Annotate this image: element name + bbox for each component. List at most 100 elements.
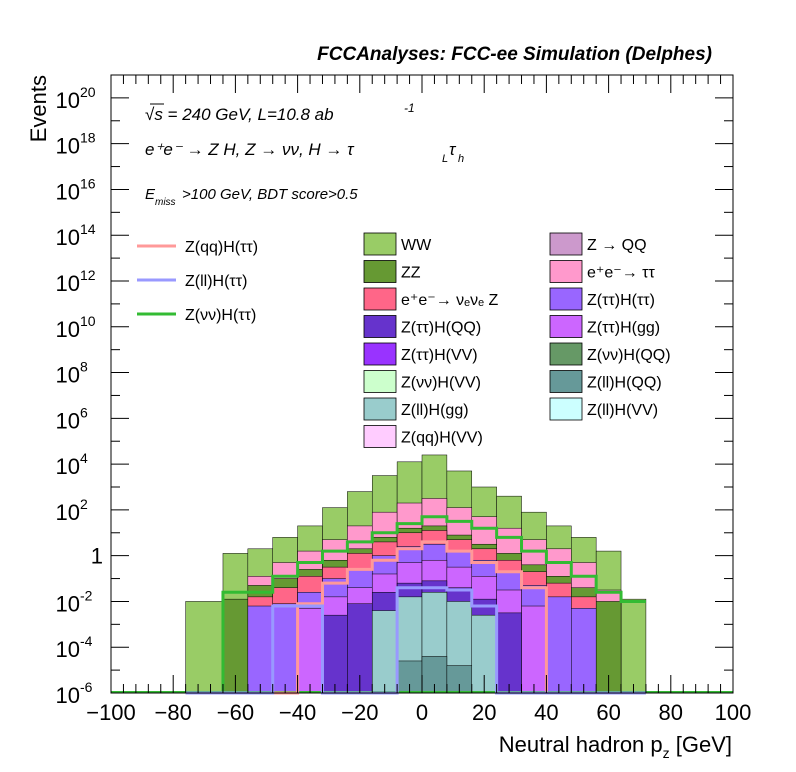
y-tick-label: 10: [56, 134, 80, 159]
stack-bar: [496, 612, 522, 694]
legend-box-label: Z(qq)H(VV): [401, 430, 483, 447]
y-tick-exponent: 14: [80, 221, 96, 237]
energy-text: √s = 240 GeV, L=10.8 ab: [145, 105, 334, 124]
legend-box-swatch: [549, 370, 583, 393]
legend-box-swatch: [363, 397, 397, 421]
legend-box-swatch: [549, 232, 583, 256]
legend-box-label: e⁺e⁻→ ττ: [587, 265, 655, 282]
cuts-rest: >100 GeV, BDT score>0.5: [182, 186, 358, 203]
x-tick-label: 80: [659, 700, 683, 725]
legend-box-label: Z(ττ)H(VV): [401, 347, 478, 364]
y-tick-exponent: 6: [80, 404, 88, 420]
cuts-e: E: [145, 186, 156, 203]
y-tick-label: 10: [56, 179, 80, 204]
legend-box-label: Z(νν)H(VV): [401, 375, 481, 392]
legend-box-swatch: [363, 370, 397, 393]
legend-line-label: Z(ll)H(ττ): [185, 273, 247, 290]
legend-box-label: Z(ll)H(QQ): [587, 375, 662, 392]
legend-box-swatch: [549, 397, 583, 421]
y-tick-exponent: -2: [80, 587, 93, 603]
legend-box-swatch: [549, 287, 583, 311]
stack-bar: [297, 608, 323, 694]
stack-bar: [185, 601, 224, 694]
x-tick-label: 0: [416, 700, 428, 725]
legend-box-swatch: [363, 287, 397, 311]
process-sub-h: h: [458, 153, 464, 165]
stack-bar: [247, 605, 273, 694]
stack-bar: [371, 610, 398, 694]
legend-box-label: WW: [401, 237, 432, 254]
process-sub-l: L: [442, 153, 448, 165]
y-tick-label: 10: [56, 591, 80, 616]
legend-box-label: Z(ττ)H(ττ): [587, 292, 655, 309]
legend-box-label: Z(ll)H(VV): [587, 402, 658, 419]
legend: Z(qq)H(ττ) Z(ll)H(ττ) Z(νν)H(ττ) WW ZZ e⁺e⁻→ …: [137, 232, 671, 448]
stack-bar: [620, 598, 647, 694]
legend-line-label: Z(νν)H(ττ): [185, 307, 256, 324]
legend-box-swatch: [363, 315, 397, 338]
legend-box-swatch: [549, 342, 583, 366]
y-tick-label: 10: [56, 271, 80, 296]
y-tick-label: 10: [56, 363, 80, 388]
y-tick-label: 10: [56, 88, 80, 113]
y-tick-exponent: 10: [80, 313, 96, 329]
y-tick-label: 10: [56, 500, 80, 525]
x-tick-label: −60: [217, 700, 254, 725]
x-tick-label: −100: [86, 700, 136, 725]
stack-bar: [571, 608, 597, 694]
y-tick-exponent: 18: [80, 130, 96, 146]
legend-box-swatch: [363, 232, 397, 256]
process-tau-h: τ: [449, 140, 457, 159]
x-axis-label-main: Neutral hadron pz [GeV]: [499, 732, 732, 761]
stacked-histogram: [185, 454, 647, 694]
legend-box-label: Z(ll)H(gg): [401, 402, 469, 419]
y-tick-exponent: 16: [80, 175, 96, 191]
cuts-sub: miss: [155, 197, 176, 208]
legend-box-swatch: [549, 260, 583, 283]
x-tick-label: −20: [341, 700, 378, 725]
y-tick-exponent: 8: [80, 359, 88, 375]
y-tick-exponent: 12: [80, 267, 96, 283]
legend-box-swatch: [363, 342, 397, 366]
x-tick-label: 20: [472, 700, 496, 725]
x-tick-label: −80: [155, 700, 192, 725]
legend-line-label: Z(qq)H(ττ): [185, 239, 258, 256]
legend-box-label: e⁺e⁻→ νₑνₑ Z: [401, 292, 498, 309]
legend-box-swatch: [363, 260, 397, 283]
y-tick-label: 10: [56, 225, 80, 250]
legend-box-swatch: [363, 425, 397, 448]
legend-box-label: Z(ττ)H(QQ): [401, 320, 481, 337]
plot-header-title: FCCAnalyses: FCC-ee Simulation (Delphes): [317, 44, 712, 65]
cuts-annotation: E miss >100 GeV, BDT score>0.5: [145, 186, 358, 208]
y-tick-label: 1: [91, 544, 103, 569]
y-tick-exponent: 4: [80, 450, 88, 466]
y-tick-label: 10: [56, 317, 80, 342]
y-tick-exponent: 2: [80, 496, 88, 512]
energy-exponent: -1: [404, 101, 415, 115]
y-tick-exponent: -4: [80, 633, 93, 649]
legend-box-label: Z(ττ)H(gg): [587, 320, 660, 337]
process-annotation: e⁺e⁻ → Z H, Z → νν, H → τ L τ h: [145, 140, 464, 165]
process-text: e⁺e⁻ → Z H, Z → νν, H → τ: [145, 140, 355, 159]
stack-bar: [546, 596, 572, 694]
stack-bar: [272, 603, 298, 694]
legend-box-label: ZZ: [401, 265, 421, 282]
y-tick-label: 10: [56, 454, 80, 479]
y-tick-label: 10: [56, 408, 80, 433]
legend-box-label: Z(νν)H(QQ): [587, 347, 671, 364]
x-tick-label: 40: [534, 700, 558, 725]
y-axis-label: Events: [26, 75, 51, 142]
x-tick-label: −40: [279, 700, 316, 725]
y-tick-exponent: 20: [80, 84, 96, 100]
line-z-qq-h-: [185, 540, 646, 695]
y-tick-exponent: -6: [80, 679, 93, 695]
overlay-lines: [111, 515, 733, 695]
stack-bar: [521, 605, 547, 694]
x-tick-label: 60: [596, 700, 620, 725]
legend-box-label: Z → QQ: [587, 237, 647, 254]
energy-annotation: √s = 240 GeV, L=10.8 ab -1: [145, 101, 415, 124]
y-tick-label: 10: [56, 683, 80, 708]
stack-bar: [322, 614, 348, 694]
